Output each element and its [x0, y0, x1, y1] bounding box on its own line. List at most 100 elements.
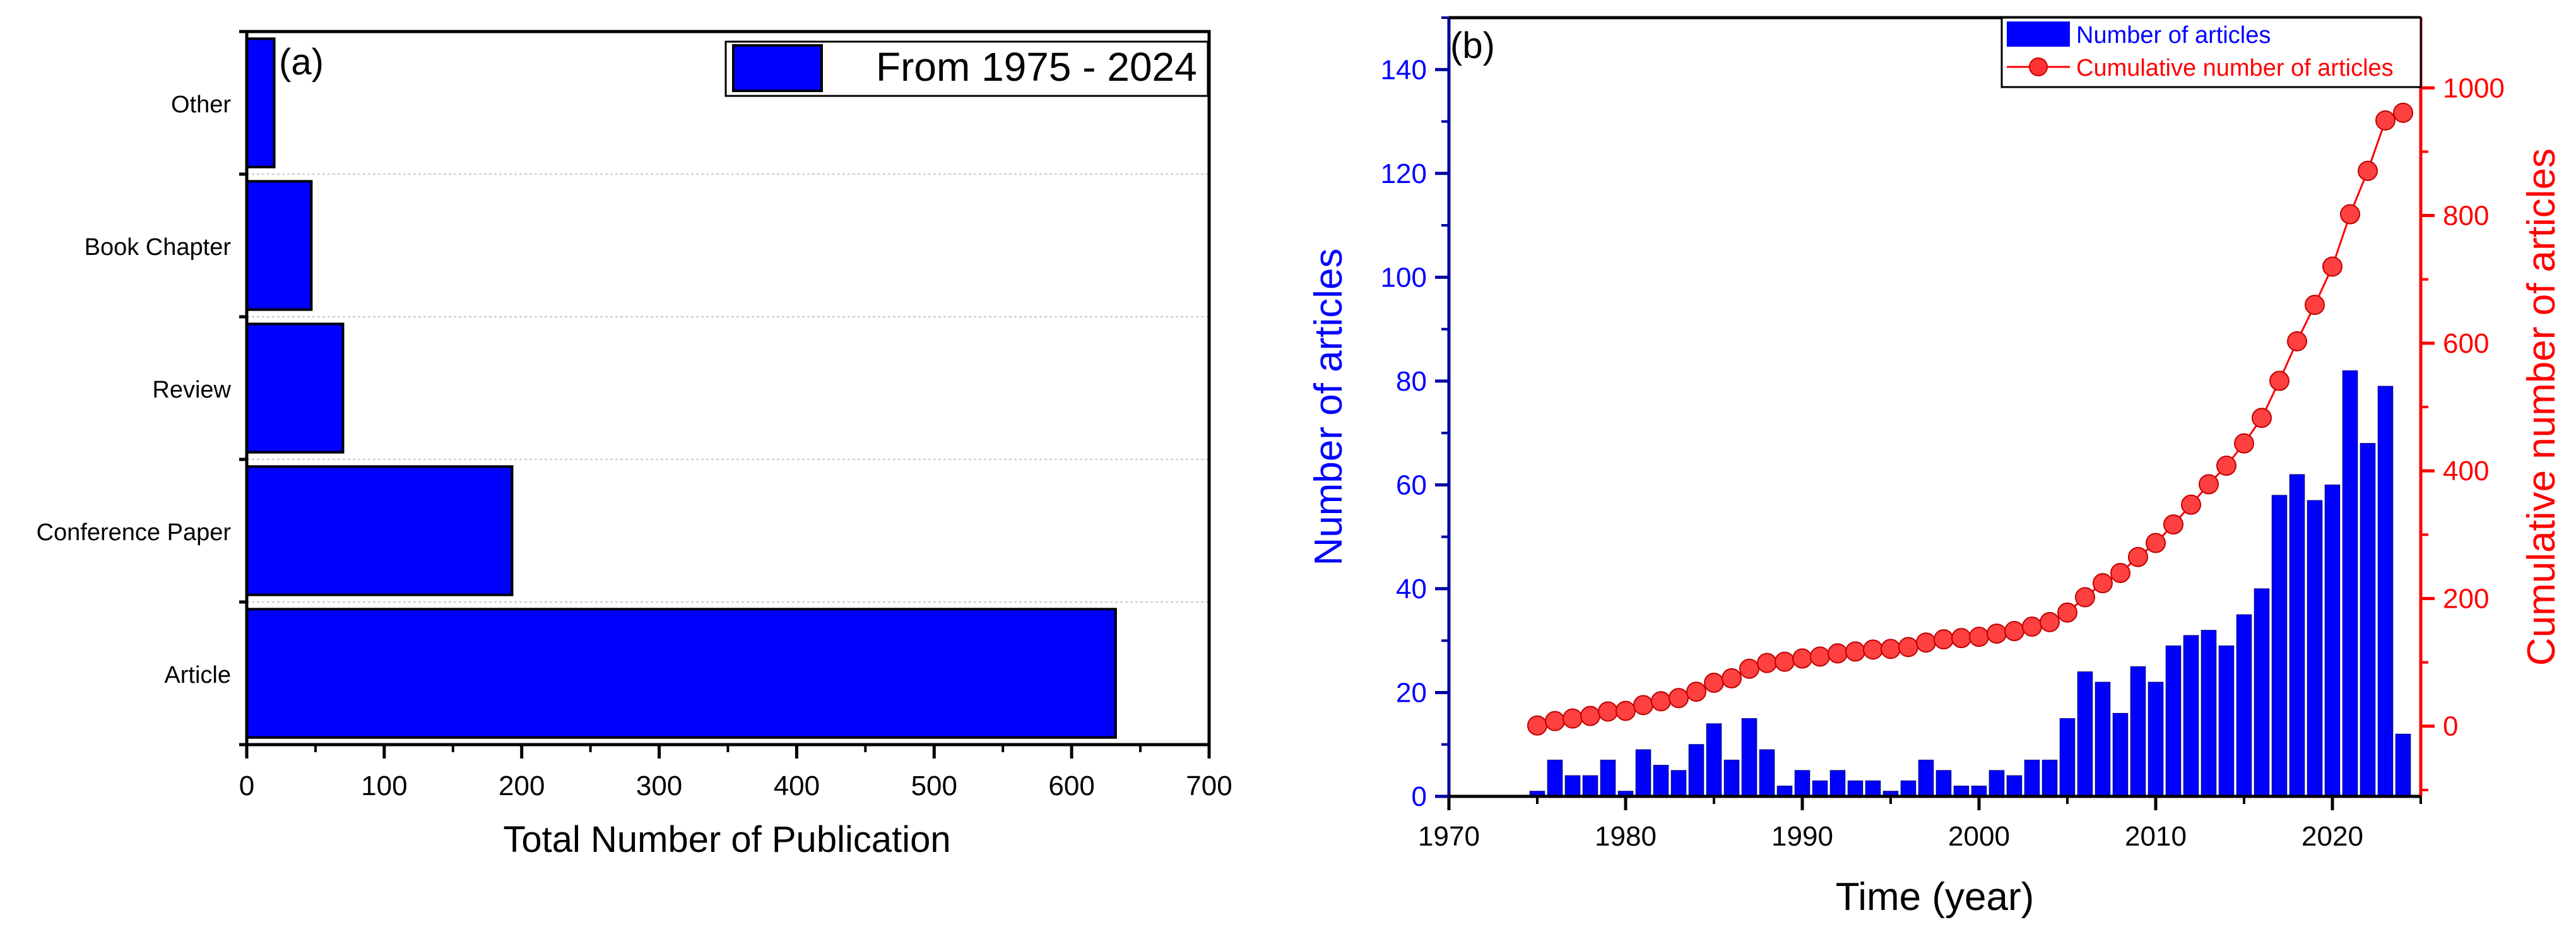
a-x-tick-label: 100 [361, 771, 407, 801]
b-cumulative-point-1994 [1863, 639, 1883, 660]
a-category-label: Article [164, 662, 231, 688]
b-cumulative-point-1993 [1845, 641, 1865, 662]
b-cumulative-point-2015 [2234, 433, 2254, 454]
a-panel-label: (a) [279, 42, 324, 83]
b-cumulative-point-2023 [2375, 110, 2396, 131]
b-cumulative-point-1979 [1598, 701, 1618, 722]
b-cumulative-point-2024 [2393, 102, 2413, 123]
b-left-y-tick-label: 40 [1396, 574, 1427, 605]
b-left-y-tick-label: 0 [1412, 781, 1427, 812]
a-x-tick-label: 500 [911, 771, 957, 801]
a-y-axis: Other Book Chapter Review Conference Paper A… [37, 30, 247, 747]
b-bar-2004 [2041, 759, 2058, 797]
b-cumulative-point-1996 [1898, 637, 1918, 658]
b-cumulative-point-2009 [2128, 546, 2148, 567]
a-x-axis: 0 100 200 300 400 500 600 700 [239, 745, 1232, 801]
a-legend: From 1975 - 2024 [724, 40, 1209, 97]
a-category-label: Book Chapter [85, 234, 232, 261]
b-bar-1987 [1741, 718, 1758, 797]
a-bar-article [245, 608, 1117, 739]
b-x-tick-label: 1990 [1771, 821, 1833, 852]
b-bar-2017 [2271, 495, 2288, 797]
b-bar-1986 [1723, 759, 1740, 797]
b-legend-line-marker [2029, 57, 2048, 76]
b-left-y-tick-label: 20 [1396, 677, 1427, 708]
b-bar-1992 [1829, 770, 1846, 797]
b-bar-1990 [1794, 770, 1811, 797]
b-cumulative-point-2008 [2110, 562, 2130, 583]
b-bar-2010 [2148, 682, 2164, 797]
b-bar-1982 [1653, 765, 1669, 797]
b-bar-2002 [2006, 775, 2023, 797]
b-cumulative-point-1986 [1722, 668, 1742, 688]
b-cumulative-point-2003 [2022, 616, 2042, 637]
b-right-y-axis: 0 200 400 600 800 1000 [2421, 73, 2505, 791]
b-panel-label: (b) [1450, 25, 1495, 66]
b-bar-1991 [1812, 780, 1828, 797]
b-cumulative-point-1999 [1951, 628, 1971, 649]
b-cumulative-point-2016 [2252, 408, 2272, 428]
b-bar-2005 [2059, 718, 2076, 797]
a-grid [247, 174, 1209, 603]
b-right-y-tick-label: 200 [2443, 583, 2489, 614]
a-bar-other [245, 37, 276, 168]
b-left-y-tick-label: 100 [1381, 262, 1427, 293]
b-cumulative-point-1975 [1527, 715, 1547, 736]
b-right-y-tick-label: 0 [2443, 711, 2458, 742]
b-bar-2003 [2024, 759, 2040, 797]
b-bar-2013 [2201, 630, 2217, 797]
a-bars [245, 37, 1117, 739]
b-cumulative-point-2001 [1987, 623, 2007, 644]
a-category-label: Conference Paper [37, 519, 232, 546]
b-left-y-axis: 0 20 40 60 80 100 120 140 [1381, 16, 1449, 812]
b-cumulative-point-1990 [1792, 648, 1812, 669]
b-bar-2011 [2165, 645, 2182, 797]
b-x-tick-label: 2020 [2301, 821, 2363, 852]
b-cumulative-point-1989 [1775, 651, 1795, 672]
b-bar-2014 [2218, 645, 2235, 797]
b-bar-1976 [1547, 759, 1563, 797]
b-cumulative-point-1998 [1934, 629, 1954, 650]
a-x-axis-title: Total Number of Publication [503, 819, 950, 860]
b-cumulative-point-1977 [1563, 708, 1583, 729]
b-bar-1996 [1900, 780, 1917, 797]
a-category-label: Other [171, 92, 231, 118]
b-bar-1981 [1635, 749, 1651, 797]
b-cumulative-point-1992 [1828, 643, 1848, 664]
b-bar-1978 [1582, 775, 1598, 797]
b-x-tick-label: 2010 [2125, 821, 2187, 852]
b-x-axis-title: Time (year) [1836, 875, 2035, 919]
b-bar-2012 [2183, 635, 2199, 797]
b-cumulative-point-1984 [1686, 682, 1706, 702]
b-bar-2024 [2395, 733, 2411, 797]
b-cumulative-point-2019 [2305, 295, 2325, 316]
b-legend-bar-swatch [2007, 21, 2070, 47]
b-bar-2016 [2254, 588, 2270, 797]
b-bar-2023 [2377, 386, 2394, 797]
b-bar-2015 [2236, 614, 2252, 797]
b-bar-2021 [2342, 370, 2358, 797]
b-bar-2022 [2360, 443, 2376, 797]
b-cumulative-point-1976 [1545, 711, 1565, 731]
b-cumulative-point-1978 [1580, 706, 1600, 726]
b-left-y-tick-label: 60 [1396, 469, 1427, 500]
b-left-axis-title: Number of articles [1307, 248, 1350, 565]
b-cumulative-point-2013 [2199, 474, 2219, 495]
b-cumulative-point-2004 [2040, 611, 2060, 632]
b-cumulative-point-2021 [2340, 204, 2360, 225]
b-cumulative-line [1527, 102, 2413, 736]
a-bar-book-chapter [245, 180, 313, 311]
b-legend-line-label: Cumulative number of articles [2076, 55, 2394, 81]
a-x-tick-label: 600 [1048, 771, 1094, 801]
b-bar-1994 [1865, 780, 1881, 797]
b-left-y-tick-label: 80 [1396, 366, 1427, 397]
b-x-tick-label: 2000 [1948, 821, 2010, 852]
a-legend-label: From 1975 - 2024 [876, 44, 1197, 90]
b-bar-1983 [1670, 770, 1687, 797]
b-cumulative-point-1991 [1810, 646, 1830, 667]
b-right-y-tick-label: 600 [2443, 328, 2489, 359]
b-right-y-tick-label: 1000 [2443, 73, 2505, 103]
b-cumulative-point-1981 [1633, 695, 1653, 716]
b-cumulative-point-2002 [2004, 621, 2024, 642]
b-cumulative-point-1995 [1881, 639, 1901, 659]
